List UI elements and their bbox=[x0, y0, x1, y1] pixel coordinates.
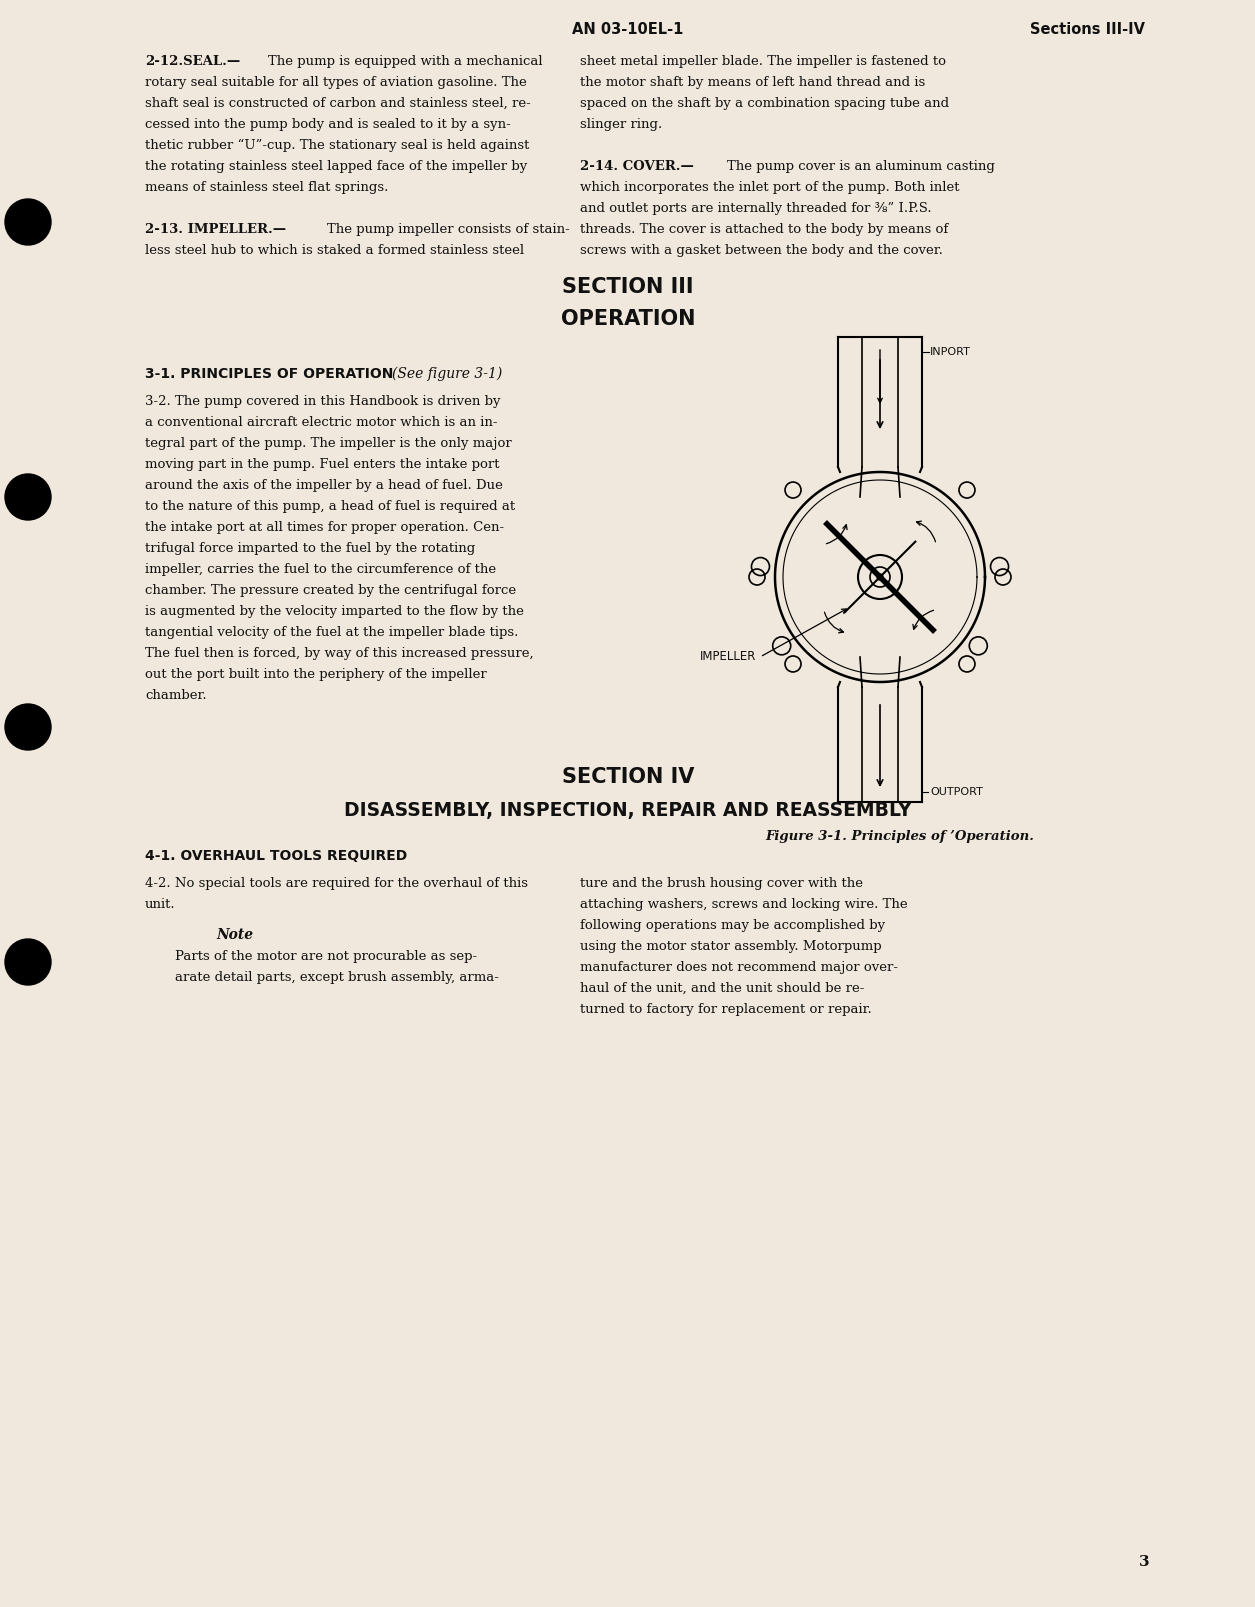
Text: attaching washers, screws and locking wire. The: attaching washers, screws and locking wi… bbox=[580, 898, 907, 911]
Circle shape bbox=[5, 938, 51, 985]
Text: shaft seal is constructed of carbon and stainless steel, re-: shaft seal is constructed of carbon and … bbox=[146, 96, 531, 109]
Text: 2-14. COVER.—: 2-14. COVER.— bbox=[580, 161, 694, 174]
Text: manufacturer does not recommend major over-: manufacturer does not recommend major ov… bbox=[580, 961, 899, 974]
Text: 3-1. PRINCIPLES OF OPERATION: 3-1. PRINCIPLES OF OPERATION bbox=[146, 366, 393, 381]
Text: impeller, carries the fuel to the circumference of the: impeller, carries the fuel to the circum… bbox=[146, 562, 496, 575]
Text: is augmented by the velocity imparted to the flow by the: is augmented by the velocity imparted to… bbox=[146, 604, 523, 619]
Text: The fuel then is forced, by way of this increased pressure,: The fuel then is forced, by way of this … bbox=[146, 648, 533, 660]
Text: trifugal force imparted to the fuel by the rotating: trifugal force imparted to the fuel by t… bbox=[146, 542, 476, 554]
Text: 4-1. OVERHAUL TOOLS REQUIRED: 4-1. OVERHAUL TOOLS REQUIRED bbox=[146, 848, 408, 863]
Text: The pump cover is an aluminum casting: The pump cover is an aluminum casting bbox=[727, 161, 995, 174]
Text: turned to factory for replacement or repair.: turned to factory for replacement or rep… bbox=[580, 1003, 872, 1016]
Text: chamber.: chamber. bbox=[146, 689, 207, 702]
Text: SECTION III: SECTION III bbox=[562, 276, 694, 297]
Text: the intake port at all times for proper operation. Cen-: the intake port at all times for proper … bbox=[146, 521, 505, 534]
Text: Figure 3-1. Principles of ’Operation.: Figure 3-1. Principles of ’Operation. bbox=[766, 829, 1034, 844]
Text: and outlet ports are internally threaded for ⅜” I.P.S.: and outlet ports are internally threaded… bbox=[580, 202, 931, 215]
Text: IMPELLER: IMPELLER bbox=[700, 651, 757, 664]
Text: ture and the brush housing cover with the: ture and the brush housing cover with th… bbox=[580, 877, 863, 890]
Text: chamber. The pressure created by the centrifugal force: chamber. The pressure created by the cen… bbox=[146, 583, 516, 596]
Circle shape bbox=[5, 199, 51, 244]
Text: the rotating stainless steel lapped face of the impeller by: the rotating stainless steel lapped face… bbox=[146, 161, 527, 174]
Text: to the nature of this pump, a head of fuel is required at: to the nature of this pump, a head of fu… bbox=[146, 500, 515, 513]
Text: spaced on the shaft by a combination spacing tube and: spaced on the shaft by a combination spa… bbox=[580, 96, 949, 109]
Text: Parts of the motor are not procurable as sep-: Parts of the motor are not procurable as… bbox=[174, 950, 477, 963]
Text: DISASSEMBLY, INSPECTION, REPAIR AND REASSEMBLY: DISASSEMBLY, INSPECTION, REPAIR AND REAS… bbox=[344, 800, 912, 820]
Text: less steel hub to which is staked a formed stainless steel: less steel hub to which is staked a form… bbox=[146, 244, 525, 257]
Text: 2-12.SEAL.—: 2-12.SEAL.— bbox=[146, 55, 240, 67]
Text: around the axis of the impeller by a head of fuel. Due: around the axis of the impeller by a hea… bbox=[146, 479, 503, 492]
Text: SECTION IV: SECTION IV bbox=[562, 767, 694, 787]
Text: arate detail parts, except brush assembly, arma-: arate detail parts, except brush assembl… bbox=[174, 971, 499, 983]
Text: The pump impeller consists of stain-: The pump impeller consists of stain- bbox=[328, 223, 570, 236]
Text: which incorporates the inlet port of the pump. Both inlet: which incorporates the inlet port of the… bbox=[580, 182, 960, 194]
Text: threads. The cover is attached to the body by means of: threads. The cover is attached to the bo… bbox=[580, 223, 949, 236]
Text: the motor shaft by means of left hand thread and is: the motor shaft by means of left hand th… bbox=[580, 76, 925, 88]
Text: out the port built into the periphery of the impeller: out the port built into the periphery of… bbox=[146, 669, 487, 681]
Text: tegral part of the pump. The impeller is the only major: tegral part of the pump. The impeller is… bbox=[146, 437, 512, 450]
Text: AN 03-10EL-1: AN 03-10EL-1 bbox=[572, 22, 684, 37]
Text: screws with a gasket between the body and the cover.: screws with a gasket between the body an… bbox=[580, 244, 943, 257]
Text: means of stainless steel flat springs.: means of stainless steel flat springs. bbox=[146, 182, 388, 194]
Text: 4-2. No special tools are required for the overhaul of this: 4-2. No special tools are required for t… bbox=[146, 877, 528, 890]
Text: The pump is equipped with a mechanical: The pump is equipped with a mechanical bbox=[267, 55, 542, 67]
Text: OUTPORT: OUTPORT bbox=[930, 787, 983, 797]
Text: slinger ring.: slinger ring. bbox=[580, 117, 663, 132]
Text: a conventional aircraft electric motor which is an in-: a conventional aircraft electric motor w… bbox=[146, 416, 497, 429]
Circle shape bbox=[5, 474, 51, 521]
Text: 3: 3 bbox=[1140, 1556, 1150, 1568]
Circle shape bbox=[5, 704, 51, 750]
Text: OPERATION: OPERATION bbox=[561, 309, 695, 329]
Text: sheet metal impeller blade. The impeller is fastened to: sheet metal impeller blade. The impeller… bbox=[580, 55, 946, 67]
Text: (See figure 3-1): (See figure 3-1) bbox=[392, 366, 502, 381]
Text: 2-13. IMPELLER.—: 2-13. IMPELLER.— bbox=[146, 223, 286, 236]
Circle shape bbox=[877, 574, 884, 580]
Text: haul of the unit, and the unit should be re-: haul of the unit, and the unit should be… bbox=[580, 982, 865, 995]
Text: unit.: unit. bbox=[146, 898, 176, 911]
Text: INPORT: INPORT bbox=[930, 347, 971, 357]
Text: cessed into the pump body and is sealed to it by a syn-: cessed into the pump body and is sealed … bbox=[146, 117, 511, 132]
Text: Note: Note bbox=[216, 927, 254, 942]
Text: 3-2. The pump covered in this Handbook is driven by: 3-2. The pump covered in this Handbook i… bbox=[146, 395, 501, 408]
Text: tangential velocity of the fuel at the impeller blade tips.: tangential velocity of the fuel at the i… bbox=[146, 627, 518, 640]
Text: Sections III-IV: Sections III-IV bbox=[1030, 22, 1145, 37]
Text: thetic rubber “U”-cup. The stationary seal is held against: thetic rubber “U”-cup. The stationary se… bbox=[146, 138, 530, 153]
Text: rotary seal suitable for all types of aviation gasoline. The: rotary seal suitable for all types of av… bbox=[146, 76, 527, 88]
Text: following operations may be accomplished by: following operations may be accomplished… bbox=[580, 919, 885, 932]
Text: moving part in the pump. Fuel enters the intake port: moving part in the pump. Fuel enters the… bbox=[146, 458, 499, 471]
Text: using the motor stator assembly. Motorpump: using the motor stator assembly. Motorpu… bbox=[580, 940, 881, 953]
